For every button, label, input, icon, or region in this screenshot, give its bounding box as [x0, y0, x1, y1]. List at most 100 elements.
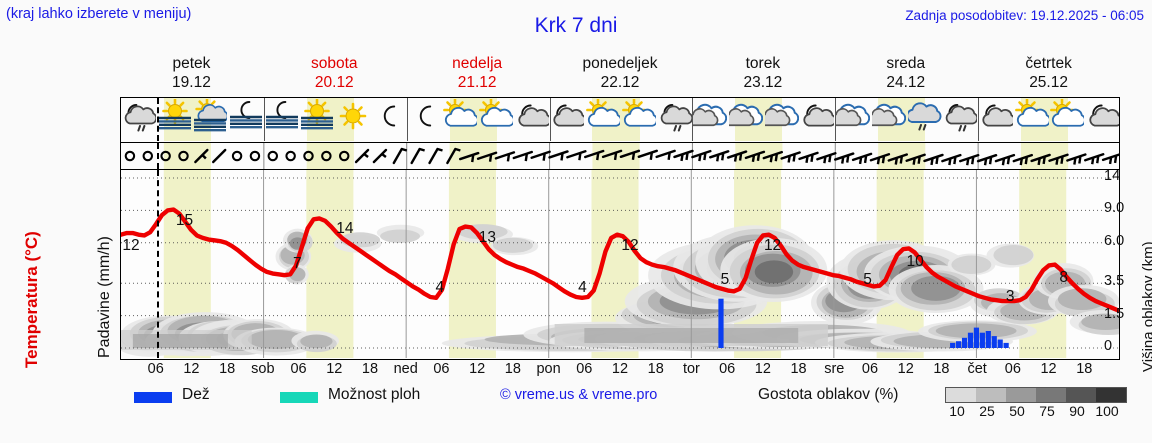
weather-icon-sun-cloud-wind [192, 98, 228, 141]
weather-icon-sun-cloud [1014, 98, 1050, 141]
showers-legend-label: Možnost ploh [328, 386, 421, 403]
cloud-density-legend-label: Gostota oblakov (%) [758, 386, 899, 403]
day-date: 23.12 [743, 74, 783, 91]
weather-icon-sun-cloud [1050, 98, 1086, 141]
temperature-value-label: 3 [1005, 287, 1015, 305]
temperature-value-label: 12 [122, 236, 140, 254]
day-date: 22.12 [600, 74, 640, 91]
rain-legend-swatch [134, 392, 172, 403]
weather-icon-moon-cloud [1085, 98, 1119, 141]
weather-icon-cloud [871, 98, 907, 141]
current-time-marker [156, 98, 159, 141]
copyright-link[interactable]: © vreme.us & vreme.pro [500, 387, 658, 403]
cloud-density-tick: 100 [1095, 403, 1119, 419]
x-tick-12: 12 [754, 361, 771, 377]
day-header-četrtek: četrtek 25.12 [977, 54, 1120, 96]
weather-icon-sun-wind [300, 98, 336, 141]
weather-icon-sun-wind [157, 98, 193, 141]
weather-icon-cloud [835, 98, 871, 141]
x-tick-sre: sre [824, 361, 845, 377]
cloud-height-tick: 6.0 [1104, 232, 1125, 249]
weather-icon-sun-cloud [621, 98, 657, 141]
x-tick-18: 18 [790, 361, 807, 377]
cloud-density-tick: 50 [1009, 403, 1025, 419]
day-header-sreda: sreda 24.12 [834, 54, 977, 96]
temperature-axis-title: Temperatura (°C) [22, 231, 41, 368]
temperature-value-label: 12 [621, 236, 639, 254]
weather-icon-cloud [692, 98, 728, 141]
weather-icon-moon-cloud-mist [121, 98, 157, 141]
day-date: 21.12 [457, 74, 497, 91]
x-tick-06: 06 [719, 361, 736, 377]
day-name: četrtek [1025, 55, 1072, 72]
weather-icon-moon-cloud [800, 98, 836, 141]
x-tick-12: 12 [326, 361, 343, 377]
cloud-density-swatch [976, 388, 1006, 402]
precipitation-axis-title: Padavine (mm/h) [96, 236, 113, 358]
temperature-value-label: 10 [906, 252, 924, 270]
cloud-density-color-scale [945, 387, 1127, 403]
day-header-band: petek 19.12 sobota 20.12 nedelja 21.12 ponedel… [120, 54, 1120, 96]
temperature-value-label: 4 [435, 279, 445, 297]
day-name: nedelja [452, 55, 503, 72]
temperature-value-label: 14 [336, 220, 354, 238]
weather-icon-sun [335, 98, 371, 141]
day-name: sobota [311, 55, 358, 72]
x-tick-pon: pon [536, 361, 561, 377]
x-tick-06: 06 [861, 361, 879, 377]
temperature-value-label: 5 [863, 271, 872, 289]
location-menu-note[interactable]: (kraj lahko izberete v meniju) [6, 6, 192, 22]
day-separator [549, 98, 551, 141]
forecast-plot: 12 15 7 14 4 13 4 12 5 12 5 10 3 8 [120, 170, 1120, 360]
day-header-sobota: sobota 20.12 [263, 54, 406, 96]
x-tick-06: 06 [290, 361, 307, 377]
cloud-density-swatch [1036, 388, 1066, 402]
x-tick-18: 18 [504, 361, 521, 377]
cloud-height-tick: 14 [1104, 168, 1121, 184]
last-updated-label: Zadnja posodobitev: 19.12.2025 - 06:05 [905, 8, 1144, 23]
x-tick-06: 06 [576, 361, 593, 377]
x-tick-12: 12 [469, 361, 486, 377]
chart-legend: Dež Možnost ploh © vreme.us & vreme.pro … [120, 386, 1152, 426]
current-time-marker [156, 170, 159, 358]
showers-legend-swatch [280, 392, 318, 403]
day-date: 24.12 [886, 74, 926, 91]
day-name: petek [172, 55, 211, 72]
weather-icon-sun-cloud [442, 98, 478, 141]
temperature-value-label: 13 [478, 228, 497, 246]
rain-legend-label: Dež [182, 386, 210, 403]
cloud-height-tick: 0 [1104, 338, 1113, 354]
weather-icon-moon-cloud [514, 98, 550, 141]
weather-icon-cloud [764, 98, 800, 141]
page-title: Krk 7 dni [534, 14, 618, 37]
wind-barb-strip [120, 142, 1120, 170]
day-header-torek: torek 23.12 [691, 54, 834, 96]
x-tick-18: 18 [647, 361, 664, 377]
x-tick-18: 18 [1076, 361, 1093, 377]
cloud-height-axis-title: Višina oblakov (km) [1140, 241, 1152, 372]
x-tick-12: 12 [183, 361, 200, 377]
x-tick-12: 12 [611, 361, 629, 377]
day-date: 19.12 [172, 74, 211, 91]
cloud-density-swatch [946, 388, 976, 402]
day-separator [406, 98, 408, 141]
day-header-nedelja: nedelja 21.12 [406, 54, 549, 96]
x-tick-12: 12 [1040, 361, 1057, 377]
x-tick-čet: čet [967, 361, 987, 377]
x-tick-18: 18 [219, 361, 236, 377]
cloud-density-swatch [1096, 388, 1126, 402]
temperature-value-label: 12 [763, 236, 782, 254]
day-date: 20.12 [314, 74, 354, 91]
current-time-marker [156, 143, 159, 169]
weather-icon-moon-wind [228, 98, 264, 141]
cloud-density-tick: 25 [979, 403, 995, 419]
cloud-height-tick: 9.0 [1104, 200, 1125, 217]
cloud-height-tick: 3.5 [1104, 273, 1125, 290]
weather-icon-moon [407, 98, 443, 141]
day-date: 25.12 [1029, 74, 1068, 91]
x-tick-tor: tor [682, 361, 700, 377]
weather-icon-moon-cloud [550, 98, 586, 141]
weather-icon-moon [371, 98, 407, 141]
x-tick-18: 18 [361, 361, 379, 377]
x-axis-tick-labels: 06 12 18 sob 06 12 18 ned 06 12 18 pon 06 12 18 tor 06 12… [120, 361, 1120, 381]
